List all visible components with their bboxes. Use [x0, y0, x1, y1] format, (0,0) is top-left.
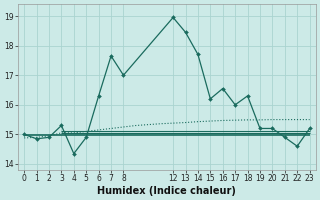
- X-axis label: Humidex (Indice chaleur): Humidex (Indice chaleur): [98, 186, 236, 196]
